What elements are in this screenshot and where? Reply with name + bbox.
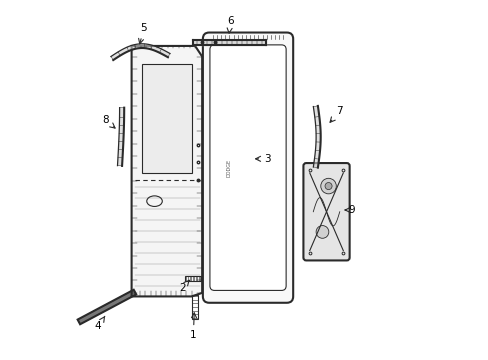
- Text: 4: 4: [95, 316, 104, 332]
- Text: 2: 2: [179, 280, 189, 293]
- Text: 9: 9: [345, 205, 355, 215]
- Polygon shape: [111, 44, 170, 60]
- Text: DODGE: DODGE: [225, 159, 231, 177]
- FancyBboxPatch shape: [209, 45, 285, 291]
- Text: 8: 8: [102, 115, 115, 128]
- Text: 1: 1: [190, 313, 196, 340]
- Polygon shape: [142, 64, 191, 173]
- Text: 7: 7: [329, 106, 343, 122]
- Text: 3: 3: [255, 154, 270, 164]
- Text: 5: 5: [138, 23, 147, 44]
- Circle shape: [325, 183, 331, 190]
- FancyBboxPatch shape: [303, 163, 349, 260]
- FancyBboxPatch shape: [203, 32, 293, 303]
- Polygon shape: [117, 108, 124, 166]
- Circle shape: [320, 178, 336, 194]
- Polygon shape: [131, 46, 202, 296]
- Polygon shape: [313, 106, 320, 168]
- Circle shape: [315, 226, 328, 238]
- Text: 6: 6: [226, 16, 233, 33]
